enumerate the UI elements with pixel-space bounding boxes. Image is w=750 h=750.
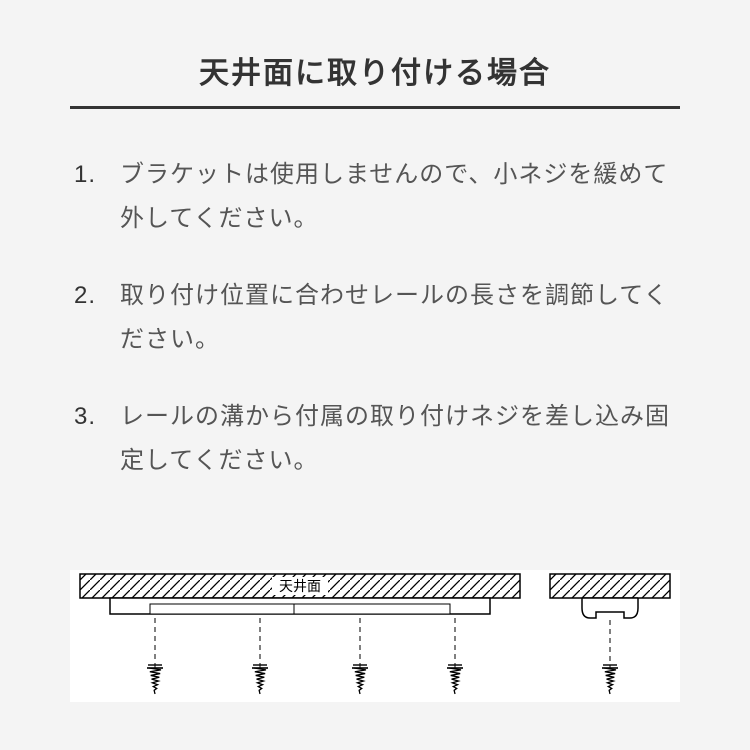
installation-diagram: 天井面 xyxy=(70,570,680,702)
instruction-item: レールの溝から付属の取り付けネジを差し込み固定してください。 xyxy=(70,395,680,484)
svg-text:天井面: 天井面 xyxy=(279,578,321,594)
instruction-list: ブラケットは使用しませんので、小ネジを緩めて外してください。 取り付け位置に合わ… xyxy=(70,153,680,515)
page-title: 天井面に取り付ける場合 xyxy=(70,48,680,109)
instruction-item: 取り付け位置に合わせレールの長さを調節してください。 xyxy=(70,274,680,363)
diagram-svg: 天井面 xyxy=(70,570,680,702)
instruction-item: ブラケットは使用しませんので、小ネジを緩めて外してください。 xyxy=(70,153,680,242)
